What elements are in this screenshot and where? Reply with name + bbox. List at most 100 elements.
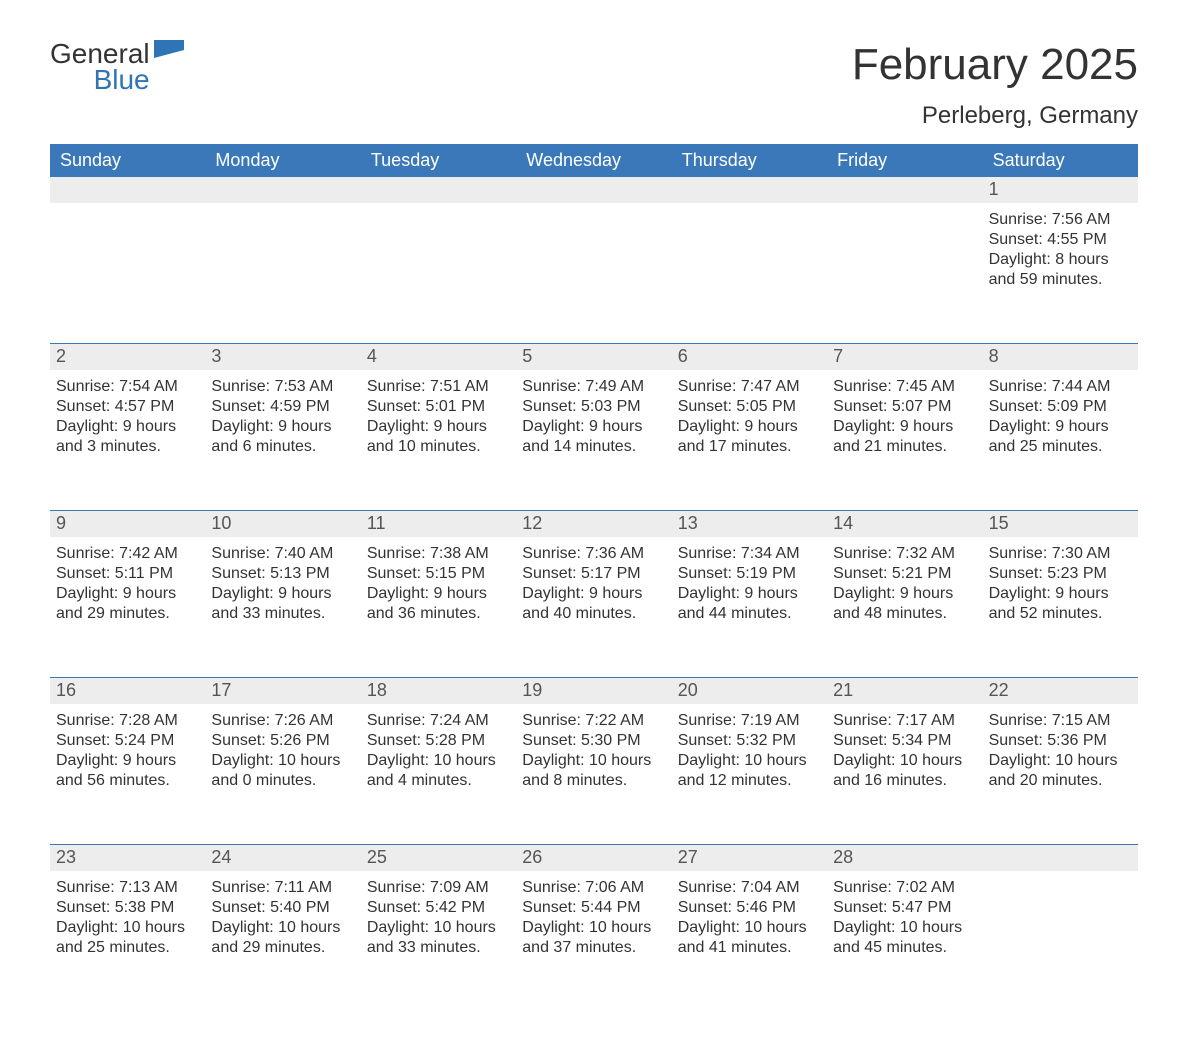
sunrise-text: Sunrise: 7:17 AM — [833, 711, 976, 731]
daylight-text: Daylight: 9 hours and 10 minutes. — [367, 417, 510, 457]
day-cell: Sunrise: 7:04 AMSunset: 5:46 PMDaylight:… — [672, 871, 827, 1011]
day-body: Sunrise: 7:24 AMSunset: 5:28 PMDaylight:… — [367, 708, 510, 791]
day-cell — [361, 203, 516, 343]
day-body — [833, 207, 976, 210]
sunset-text: Sunset: 5:17 PM — [522, 564, 665, 584]
daylight-text: Daylight: 10 hours and 20 minutes. — [989, 751, 1132, 791]
sunset-text: Sunset: 5:46 PM — [678, 898, 821, 918]
sunset-text: Sunset: 4:57 PM — [56, 397, 199, 417]
day-number: 2 — [50, 344, 205, 370]
day-cell: Sunrise: 7:40 AMSunset: 5:13 PMDaylight:… — [205, 537, 360, 677]
daylight-text: Daylight: 9 hours and 33 minutes. — [211, 584, 354, 624]
day-number: 3 — [205, 344, 360, 370]
week-row: Sunrise: 7:28 AMSunset: 5:24 PMDaylight:… — [50, 704, 1138, 844]
sunset-text: Sunset: 5:09 PM — [989, 397, 1132, 417]
sunrise-text: Sunrise: 7:28 AM — [56, 711, 199, 731]
sunset-text: Sunset: 5:11 PM — [56, 564, 199, 584]
day-number: 18 — [361, 678, 516, 704]
logo-text: General Blue — [50, 40, 150, 94]
day-body — [678, 207, 821, 210]
weekday-header: SundayMondayTuesdayWednesdayThursdayFrid… — [50, 144, 1138, 177]
sunrise-text: Sunrise: 7:04 AM — [678, 878, 821, 898]
day-body: Sunrise: 7:13 AMSunset: 5:38 PMDaylight:… — [56, 875, 199, 958]
weekday-cell: Friday — [827, 144, 982, 177]
week-row: Sunrise: 7:54 AMSunset: 4:57 PMDaylight:… — [50, 370, 1138, 510]
day-number: 12 — [516, 511, 671, 537]
day-body: Sunrise: 7:06 AMSunset: 5:44 PMDaylight:… — [522, 875, 665, 958]
day-cell: Sunrise: 7:22 AMSunset: 5:30 PMDaylight:… — [516, 704, 671, 844]
day-cell: Sunrise: 7:02 AMSunset: 5:47 PMDaylight:… — [827, 871, 982, 1011]
day-body: Sunrise: 7:34 AMSunset: 5:19 PMDaylight:… — [678, 541, 821, 624]
day-cell: Sunrise: 7:11 AMSunset: 5:40 PMDaylight:… — [205, 871, 360, 1011]
day-body: Sunrise: 7:36 AMSunset: 5:17 PMDaylight:… — [522, 541, 665, 624]
daylight-text: Daylight: 8 hours and 59 minutes. — [989, 250, 1132, 290]
day-number: 27 — [672, 845, 827, 871]
day-number: 22 — [983, 678, 1138, 704]
sunrise-text: Sunrise: 7:42 AM — [56, 544, 199, 564]
sunset-text: Sunset: 5:03 PM — [522, 397, 665, 417]
sunrise-text: Sunrise: 7:02 AM — [833, 878, 976, 898]
day-number — [361, 177, 516, 203]
day-number — [983, 845, 1138, 871]
sunrise-text: Sunrise: 7:09 AM — [367, 878, 510, 898]
sunrise-text: Sunrise: 7:44 AM — [989, 377, 1132, 397]
day-body: Sunrise: 7:09 AMSunset: 5:42 PMDaylight:… — [367, 875, 510, 958]
sunrise-text: Sunrise: 7:22 AM — [522, 711, 665, 731]
day-body: Sunrise: 7:15 AMSunset: 5:36 PMDaylight:… — [989, 708, 1132, 791]
day-number — [50, 177, 205, 203]
sunset-text: Sunset: 5:23 PM — [989, 564, 1132, 584]
daylight-text: Daylight: 10 hours and 0 minutes. — [211, 751, 354, 791]
day-body: Sunrise: 7:51 AMSunset: 5:01 PMDaylight:… — [367, 374, 510, 457]
daynum-row: 2345678 — [50, 343, 1138, 370]
day-cell: Sunrise: 7:13 AMSunset: 5:38 PMDaylight:… — [50, 871, 205, 1011]
sunrise-text: Sunrise: 7:19 AM — [678, 711, 821, 731]
day-body: Sunrise: 7:11 AMSunset: 5:40 PMDaylight:… — [211, 875, 354, 958]
day-cell: Sunrise: 7:36 AMSunset: 5:17 PMDaylight:… — [516, 537, 671, 677]
sunrise-text: Sunrise: 7:32 AM — [833, 544, 976, 564]
day-cell: Sunrise: 7:44 AMSunset: 5:09 PMDaylight:… — [983, 370, 1138, 510]
calendar: SundayMondayTuesdayWednesdayThursdayFrid… — [50, 144, 1138, 1011]
sunrise-text: Sunrise: 7:24 AM — [367, 711, 510, 731]
daylight-text: Daylight: 9 hours and 36 minutes. — [367, 584, 510, 624]
day-number: 28 — [827, 845, 982, 871]
day-number: 20 — [672, 678, 827, 704]
daylight-text: Daylight: 10 hours and 45 minutes. — [833, 918, 976, 958]
sunrise-text: Sunrise: 7:30 AM — [989, 544, 1132, 564]
daylight-text: Daylight: 10 hours and 12 minutes. — [678, 751, 821, 791]
weekday-cell: Wednesday — [516, 144, 671, 177]
day-number — [672, 177, 827, 203]
day-body: Sunrise: 7:26 AMSunset: 5:26 PMDaylight:… — [211, 708, 354, 791]
daynum-row: 1 — [50, 177, 1138, 203]
weeks-container: 1 Sunrise: 7:56 AMSunset: 4:55 PMDaylight… — [50, 177, 1138, 1011]
day-number: 9 — [50, 511, 205, 537]
daylight-text: Daylight: 10 hours and 29 minutes. — [211, 918, 354, 958]
page-title: February 2025 — [852, 40, 1138, 90]
sunrise-text: Sunrise: 7:13 AM — [56, 878, 199, 898]
day-number — [827, 177, 982, 203]
day-number: 16 — [50, 678, 205, 704]
day-number — [516, 177, 671, 203]
day-cell — [827, 203, 982, 343]
weekday-cell: Monday — [205, 144, 360, 177]
daylight-text: Daylight: 9 hours and 17 minutes. — [678, 417, 821, 457]
sunset-text: Sunset: 5:13 PM — [211, 564, 354, 584]
day-cell: Sunrise: 7:06 AMSunset: 5:44 PMDaylight:… — [516, 871, 671, 1011]
day-body: Sunrise: 7:44 AMSunset: 5:09 PMDaylight:… — [989, 374, 1132, 457]
daylight-text: Daylight: 9 hours and 29 minutes. — [56, 584, 199, 624]
day-body: Sunrise: 7:56 AMSunset: 4:55 PMDaylight:… — [989, 207, 1132, 290]
daylight-text: Daylight: 9 hours and 3 minutes. — [56, 417, 199, 457]
sunset-text: Sunset: 5:15 PM — [367, 564, 510, 584]
week-row: Sunrise: 7:13 AMSunset: 5:38 PMDaylight:… — [50, 871, 1138, 1011]
daylight-text: Daylight: 9 hours and 25 minutes. — [989, 417, 1132, 457]
sunset-text: Sunset: 5:07 PM — [833, 397, 976, 417]
day-body — [211, 207, 354, 210]
day-body: Sunrise: 7:40 AMSunset: 5:13 PMDaylight:… — [211, 541, 354, 624]
daylight-text: Daylight: 9 hours and 14 minutes. — [522, 417, 665, 457]
day-body: Sunrise: 7:04 AMSunset: 5:46 PMDaylight:… — [678, 875, 821, 958]
day-body: Sunrise: 7:49 AMSunset: 5:03 PMDaylight:… — [522, 374, 665, 457]
daylight-text: Daylight: 10 hours and 33 minutes. — [367, 918, 510, 958]
flag-icon — [154, 40, 184, 69]
day-number: 23 — [50, 845, 205, 871]
sunrise-text: Sunrise: 7:15 AM — [989, 711, 1132, 731]
sunrise-text: Sunrise: 7:38 AM — [367, 544, 510, 564]
